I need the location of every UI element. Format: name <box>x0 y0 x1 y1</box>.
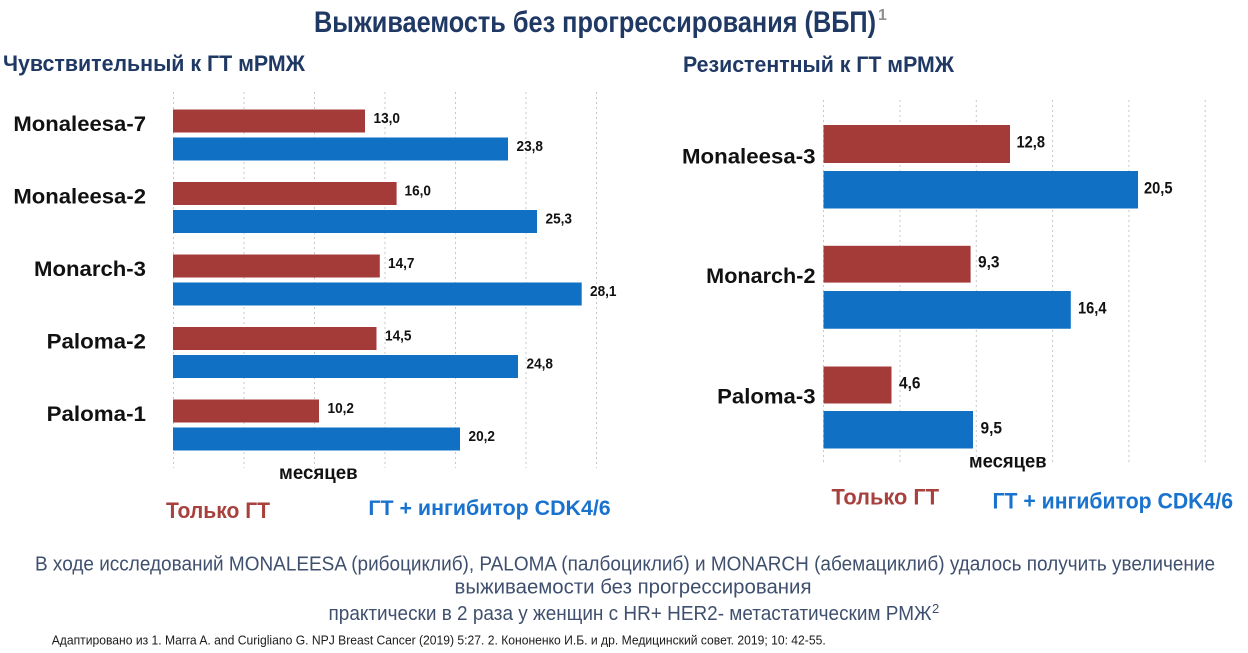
svg-text:4,6: 4,6 <box>899 375 921 393</box>
svg-text:Только ГТ: Только ГТ <box>832 485 940 510</box>
svg-text:10,2: 10,2 <box>328 400 355 417</box>
svg-text:Paloma-1: Paloma-1 <box>47 403 147 426</box>
svg-text:Резистентный к ГТ мРМЖ: Резистентный к ГТ мРМЖ <box>683 52 955 77</box>
svg-text:В ходе исследований MONALEESA: В ходе исследований MONALEESA (рибоцикли… <box>35 554 1215 576</box>
svg-text:Monaleesa-7: Monaleesa-7 <box>13 113 146 136</box>
svg-text:Paloma-3: Paloma-3 <box>717 386 815 409</box>
svg-text:Monaleesa-3: Monaleesa-3 <box>682 146 816 169</box>
svg-text:20,2: 20,2 <box>469 428 496 445</box>
svg-text:выживаемости без прогрессирова: выживаемости без прогрессирования <box>455 577 812 599</box>
svg-text:Monaleesa-2: Monaleesa-2 <box>13 186 146 209</box>
svg-text:ГТ + ингибитор CDK4/6: ГТ + ингибитор CDK4/6 <box>993 489 1234 514</box>
svg-text:16,0: 16,0 <box>405 183 432 200</box>
svg-text:14,5: 14,5 <box>385 328 412 345</box>
svg-text:14,7: 14,7 <box>388 255 415 272</box>
svg-text:24,8: 24,8 <box>527 356 554 373</box>
svg-text:практически в 2 раза у женщин: практически в 2 раза у женщин с HR+ HER2… <box>329 603 933 625</box>
svg-text:20,5: 20,5 <box>1144 180 1173 198</box>
svg-text:9,5: 9,5 <box>981 420 1003 438</box>
svg-text:25,3: 25,3 <box>546 211 573 228</box>
svg-text:Monarch-3: Monarch-3 <box>34 258 146 281</box>
svg-text:месяцев: месяцев <box>279 463 358 484</box>
svg-text:28,1: 28,1 <box>590 283 617 300</box>
svg-text:Только ГТ: Только ГТ <box>166 498 271 523</box>
svg-text:23,8: 23,8 <box>517 138 544 155</box>
svg-text:месяцев: месяцев <box>969 452 1047 473</box>
svg-text:ГТ + ингибитор CDK4/6: ГТ + ингибитор CDK4/6 <box>368 496 610 520</box>
svg-text:Выживаемость без прогрессирова: Выживаемость без прогрессирования (ВБП) <box>314 6 876 39</box>
svg-text:12,8: 12,8 <box>1017 134 1046 152</box>
svg-text:Paloma-2: Paloma-2 <box>47 331 146 354</box>
svg-text:1: 1 <box>878 7 887 24</box>
svg-text:Чувствительный к ГТ мРМЖ: Чувствительный к ГТ мРМЖ <box>3 51 306 76</box>
svg-text:16,4: 16,4 <box>1078 300 1107 318</box>
svg-text:Адаптировано из 1. Marra A. an: Адаптировано из 1. Marra A. and Curiglia… <box>52 633 826 648</box>
svg-text:13,0: 13,0 <box>374 110 401 127</box>
svg-text:Monarch-2: Monarch-2 <box>706 265 815 288</box>
svg-text:2: 2 <box>932 601 939 616</box>
svg-text:9,3: 9,3 <box>978 254 1000 272</box>
